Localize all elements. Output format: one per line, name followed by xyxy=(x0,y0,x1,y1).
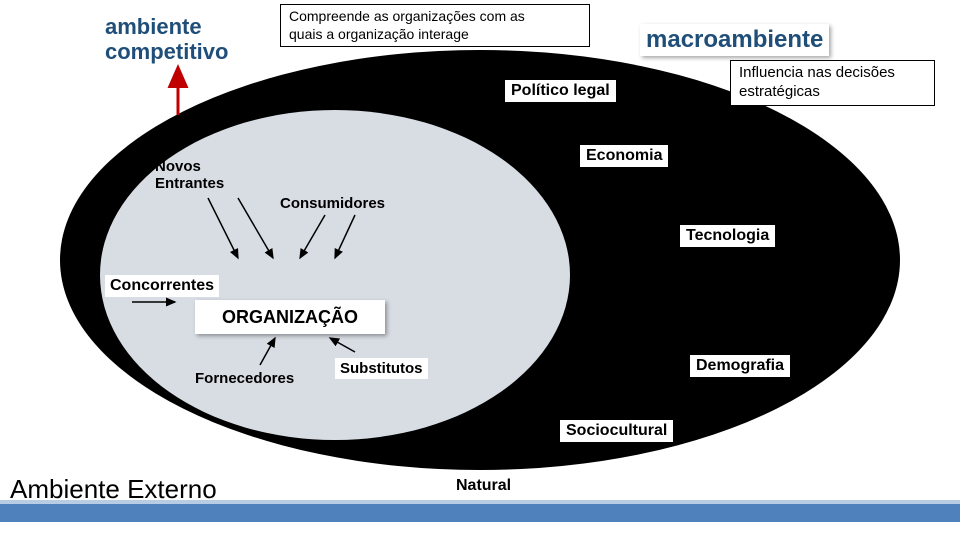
arrows-layer xyxy=(0,0,960,540)
novos-arrow2 xyxy=(238,198,273,258)
bottom-bar xyxy=(0,500,960,522)
novos-arrow1 xyxy=(208,198,238,258)
substitutos-arrow xyxy=(330,338,355,352)
fornecedores-arrow xyxy=(260,338,275,365)
consumidores-arrow2 xyxy=(335,215,355,258)
consumidores-arrow1 xyxy=(300,215,325,258)
